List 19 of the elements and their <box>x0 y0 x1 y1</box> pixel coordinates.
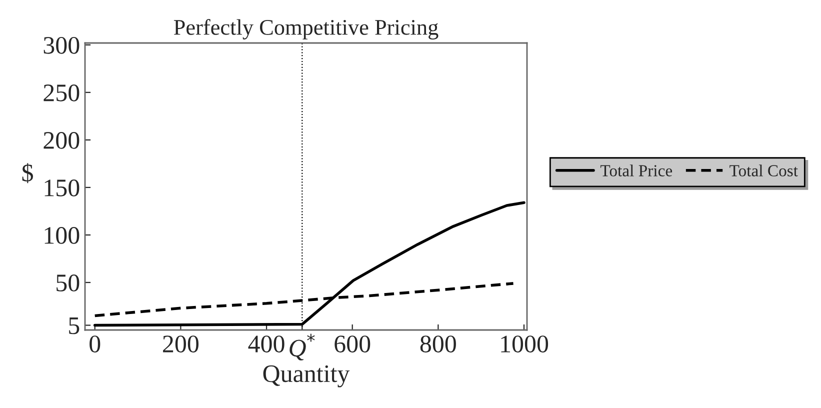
x-tick-label: Q$^{*}$ <box>290 334 315 360</box>
y-tick-label: 200 <box>44 132 80 149</box>
chart-title: Perfectly Competitive Pricing <box>174 19 438 40</box>
x-tick-label: 1000 <box>501 336 548 352</box>
y-axis-title: $ <box>22 163 34 184</box>
y-tick-label: 5 <box>69 318 80 334</box>
x-tick-label: 200 <box>163 336 198 352</box>
x-tick-label: 800 <box>420 336 456 352</box>
x-tick-label: 600 <box>334 336 370 352</box>
x-tick-label: 0 <box>90 336 100 352</box>
legend-label: Total Price <box>600 164 672 176</box>
y-tick-label: 100 <box>44 227 80 244</box>
x-axis-title: Quantity <box>263 365 350 388</box>
y-tick-label: 300 <box>44 36 80 54</box>
y-tick-label: 250 <box>44 84 80 102</box>
y-tick-label: 50 <box>56 274 80 292</box>
x-tick-label: 400 <box>248 336 284 352</box>
legend-label: Total Cost <box>730 164 798 176</box>
y-tick-label: 150 <box>44 180 80 196</box>
